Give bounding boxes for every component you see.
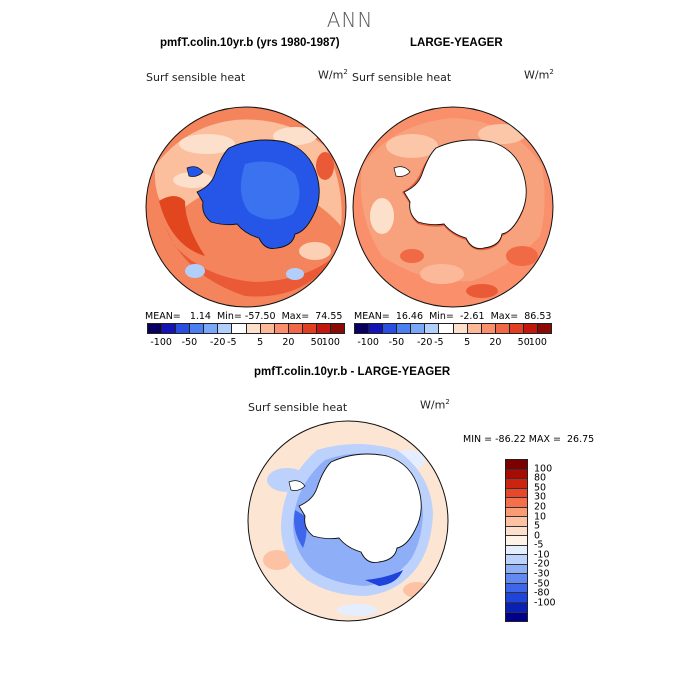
colorbar-tick-label: -20	[534, 558, 550, 570]
colorbar-tick-label: -20	[209, 337, 226, 348]
colorbar-swatch-obs	[383, 324, 398, 333]
colorbar-swatch-model	[218, 324, 233, 333]
colorbar-swatch-obs	[369, 324, 384, 333]
colorbar-swatch-model	[302, 324, 317, 333]
colorbar-tick-label: -5	[227, 337, 237, 348]
colorbar-swatch-obs	[411, 324, 426, 333]
polar-map-diff	[247, 420, 449, 622]
colorbar-swatch-obs	[523, 324, 539, 333]
colorbar-tick-label: 100	[321, 337, 340, 348]
colorbar-swatch-obs	[481, 324, 496, 333]
colorbar-swatch-diff	[506, 517, 527, 527]
colorbar-swatch-model	[274, 324, 289, 333]
colorbar-swatch-obs	[538, 324, 552, 333]
units-label-diff: W/m2	[420, 398, 450, 412]
colorbar-swatch-diff	[506, 545, 527, 556]
colorbar-swatch-model	[176, 324, 191, 333]
colorbar-tick-label: 100	[528, 337, 547, 348]
colorbar-tick-label: -5	[434, 337, 444, 348]
colorbar-labels-model: -100 -50 -20 -5 5 20 50 100	[147, 337, 345, 349]
colorbar-tick-label: 5	[534, 520, 541, 532]
colorbar-swatch-diff	[506, 602, 527, 613]
panel-title-diff: pmfT.colin.10yr.b - LARGE-YEAGER	[254, 366, 451, 378]
colorbar-swatch-model	[148, 324, 163, 333]
colorbar-swatch-diff	[506, 460, 527, 470]
colorbar-swatch-diff	[506, 612, 527, 622]
colorbar-tick-label: -20	[416, 337, 433, 348]
units-label-model: W/m2	[318, 68, 348, 82]
colorbar-swatch-model	[331, 324, 345, 333]
stats-model: MEAN= 1.14 Min= -57.50 Max= 74.55	[145, 311, 343, 322]
colorbar-tick-label: -80	[534, 587, 550, 599]
colorbar-diff	[505, 459, 528, 622]
units-label-obs: W/m2	[524, 68, 554, 82]
colorbar-tick-label: 100	[534, 463, 553, 475]
colorbar-tick-label: -100	[534, 597, 556, 609]
colorbar-swatch-diff	[506, 488, 527, 499]
stats-obs: MEAN= 16.46 Min= -2.61 Max= 86.53	[354, 311, 552, 322]
colorbar-swatch-diff	[506, 583, 527, 594]
colorbar-swatch-model	[316, 324, 332, 333]
colorbar-tick-label: -10	[534, 549, 550, 561]
polar-map-obs	[352, 106, 554, 308]
colorbar-swatch-obs	[425, 324, 440, 333]
colorbar-swatch-model	[190, 324, 205, 333]
colorbar-tick-label: 0	[534, 530, 541, 542]
colorbar-swatch-diff	[506, 555, 527, 565]
colorbar-swatch-diff	[506, 526, 527, 537]
colorbar-tick-label: -50	[534, 578, 550, 590]
colorbar-tick-label: -50	[181, 337, 198, 348]
colorbar-swatch-obs	[355, 324, 370, 333]
colorbar-swatch-diff	[506, 479, 527, 489]
colorbar-swatch-obs	[439, 324, 454, 333]
colorbar-swatch-obs	[397, 324, 412, 333]
colorbar-swatch-model	[288, 324, 303, 333]
colorbar-swatch-obs	[453, 324, 468, 333]
colorbar-swatch-model	[260, 324, 275, 333]
colorbar-tick-label: 80	[534, 472, 547, 484]
colorbar-tick-label: 5	[464, 337, 471, 348]
field-label-diff: Surf sensible heat	[248, 401, 348, 414]
colorbar-tick-label: 50	[310, 337, 323, 348]
colorbar-tick-label: 10	[534, 511, 547, 523]
panel-title-model: pmfT.colin.10yr.b (yrs 1980-1987)	[160, 37, 340, 49]
colorbar-swatch-diff	[506, 498, 527, 508]
colorbar-swatch-diff	[506, 564, 527, 575]
colorbar-labels-diff: 100 80 50 30 20 10 5 0 -5 -10 -20 -30 -50 -80 -100	[534, 459, 574, 622]
colorbar-swatch-obs	[495, 324, 510, 333]
colorbar-swatch-model	[162, 324, 177, 333]
stats-diff: MIN = -86.22 MAX = 26.75	[463, 434, 595, 445]
colorbar-model	[147, 323, 345, 334]
colorbar-tick-label: 50	[534, 482, 547, 494]
colorbar-swatch-model	[204, 324, 219, 333]
colorbar-tick-label: 5	[257, 337, 264, 348]
panel-title-obs: LARGE-YEAGER	[410, 37, 503, 49]
colorbar-tick-label: -100	[150, 337, 172, 348]
colorbar-tick-label: 20	[534, 501, 547, 513]
colorbar-swatch-diff	[506, 469, 527, 480]
colorbar-swatch-model	[246, 324, 261, 333]
colorbar-tick-label: 20	[489, 337, 502, 348]
colorbar-tick-label: -100	[357, 337, 379, 348]
main-title: ANN	[326, 8, 374, 32]
colorbar-swatch-diff	[506, 536, 527, 546]
colorbar-swatch-diff	[506, 574, 527, 584]
field-label-obs: Surf sensible heat	[352, 71, 452, 84]
field-label-model: Surf sensible heat	[146, 71, 246, 84]
colorbar-tick-label: 20	[282, 337, 295, 348]
colorbar-tick-label: 30	[534, 491, 547, 503]
polar-map-model	[145, 106, 347, 308]
colorbar-labels-obs: -100 -50 -20 -5 5 20 50 100	[354, 337, 552, 349]
colorbar-tick-label: -50	[388, 337, 405, 348]
colorbar-tick-label: 50	[517, 337, 530, 348]
colorbar-swatch-model	[232, 324, 247, 333]
colorbar-swatch-diff	[506, 507, 527, 518]
colorbar-tick-label: -5	[534, 539, 544, 551]
colorbar-obs	[354, 323, 552, 334]
colorbar-swatch-diff	[506, 593, 527, 603]
colorbar-swatch-obs	[509, 324, 524, 333]
colorbar-swatch-obs	[467, 324, 482, 333]
colorbar-tick-label: -30	[534, 568, 550, 580]
